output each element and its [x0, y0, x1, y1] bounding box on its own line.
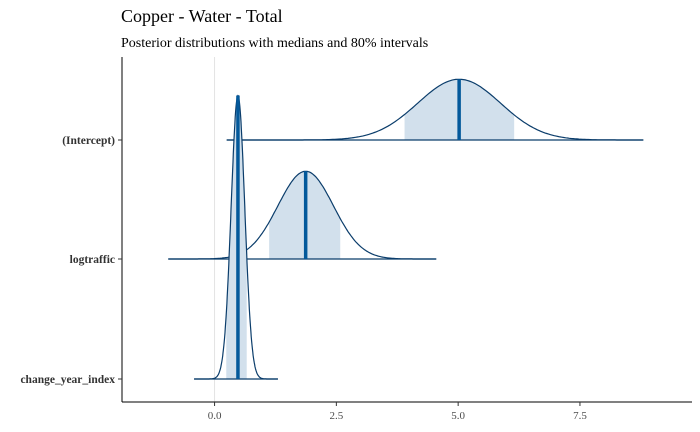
y-tick-label: change_year_index: [20, 374, 115, 386]
y-tick-label: logtraffic: [70, 254, 115, 266]
y-tick-label: (Intercept): [62, 135, 115, 147]
plot-area: 0.0 2.5 5.0 7.5 (Intercept) logtraffic change_…: [20, 57, 692, 422]
chart-title: Copper - Water - Total: [121, 6, 283, 26]
x-tick-label: 0.0: [208, 410, 222, 422]
x-tick-label: 5.0: [451, 410, 465, 422]
x-tick-label: 7.5: [573, 410, 587, 422]
x-tick-label: 2.5: [329, 410, 343, 422]
chart-subtitle: Posterior distributions with medians and…: [121, 36, 428, 51]
